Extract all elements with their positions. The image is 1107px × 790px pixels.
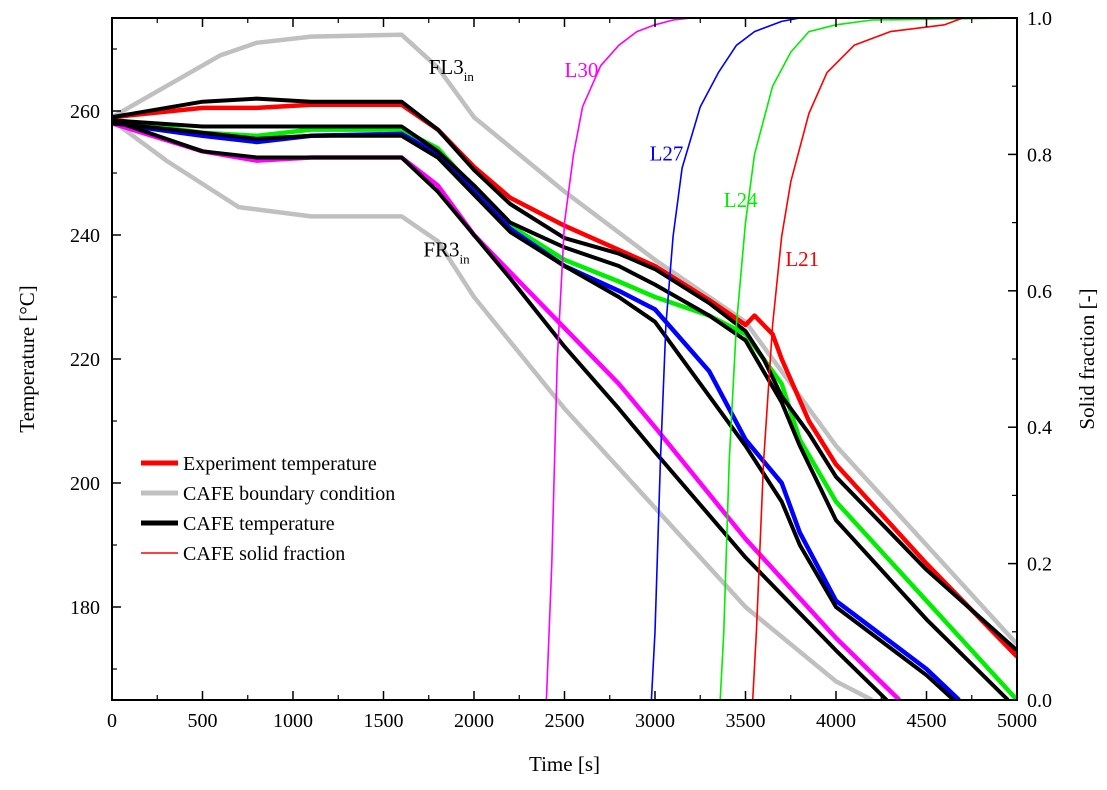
solid-fraction-line-l21 [112, 18, 1017, 700]
cafe-temperature-lines [112, 96, 1017, 700]
x-tick-label: 3500 [726, 710, 766, 732]
annotation-l24: L24 [724, 188, 758, 212]
y-left-tick-label: 220 [70, 349, 100, 371]
y-left-tick-label: 200 [70, 473, 100, 495]
legend-entry-label: CAFE temperature [183, 513, 335, 535]
x-tick-label: 4500 [907, 710, 947, 732]
solid-fraction-line-l27 [112, 18, 1017, 700]
y-right-tick-label: 0.4 [1027, 417, 1052, 439]
y-right-tick-label: 0.0 [1027, 690, 1052, 712]
y-left-tick-label: 240 [70, 225, 100, 247]
solid-fraction-lines [112, 18, 1017, 700]
solid-fraction-line-l24 [112, 18, 1017, 700]
x-tick-label: 2000 [454, 710, 494, 732]
curve-annotations: FL3in FR3in L30 L27 L24 L21 [423, 55, 819, 271]
y-right-tick-label: 0.2 [1027, 554, 1052, 576]
x-tick-label: 1500 [364, 710, 404, 732]
annotation-fl3: FL3in [429, 55, 475, 84]
annotation-fr3: FR3in [423, 238, 470, 267]
y-left-tick-label: 180 [70, 597, 100, 619]
experiment-temp-line-l21 [112, 102, 1017, 659]
plot-border [111, 17, 1018, 701]
experiment-temp-line-l24 [112, 118, 1017, 700]
y-left-axis-title: Temperature [°C] [15, 285, 39, 432]
y-right-tick-label: 1.0 [1027, 8, 1052, 30]
y-right-tick-label: 0.6 [1027, 281, 1052, 303]
experiment-temp-line-l30 [112, 121, 901, 700]
cafe-temp-line-l24 [112, 118, 1010, 700]
y-right-tick-label: 0.8 [1027, 144, 1052, 166]
boundary-line-fr3in [112, 118, 874, 700]
cafe-temp-line-l21 [112, 96, 1017, 652]
axis-ticks: 0 500 1000 1500 2000 2500 3000 3500 4000 4500 5000… [70, 8, 1052, 732]
legend-entry-label: CAFE solid fraction [183, 543, 345, 565]
x-tick-label: 5000 [997, 710, 1037, 732]
x-axis-title: Time [s] [529, 752, 600, 776]
annotation-l21: L21 [785, 247, 819, 271]
x-tick-label: 4000 [816, 710, 856, 732]
solid-fraction-line-l30 [112, 18, 1017, 700]
boundary-condition-lines [112, 32, 1017, 700]
x-tick-label: 3000 [635, 710, 675, 732]
x-tick-label: 0 [107, 710, 117, 732]
x-tick-label: 2500 [545, 710, 585, 732]
boundary-line-fl3in [112, 32, 1017, 646]
y-right-axis-title: Solid fraction [-] [1075, 288, 1099, 429]
plot-frame [111, 17, 1018, 701]
legend-entry-label: CAFE boundary condition [183, 483, 395, 505]
y-left-tick-label: 260 [70, 101, 100, 123]
legend: Experiment temperature CAFE boundary cond… [141, 453, 395, 565]
legend-entry-label: Experiment temperature [183, 453, 377, 475]
x-tick-label: 500 [188, 710, 218, 732]
annotation-l27: L27 [650, 142, 684, 166]
annotation-l30: L30 [565, 58, 599, 82]
cafe-temp-line-l30 [112, 118, 889, 700]
x-tick-label: 1000 [273, 710, 313, 732]
cafe-temp-line-l27 [112, 121, 956, 700]
